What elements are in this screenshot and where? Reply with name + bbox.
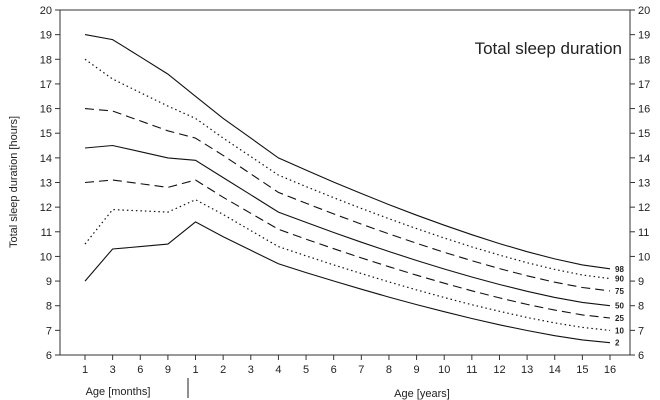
x-tick-label: 1 xyxy=(82,364,88,376)
x-axis: 1 3 6 9 1 2 3 4 5 6 7 8 9 10 11 12 13 14 15 16 xyxy=(82,355,616,376)
y-tick-label-right: 6 xyxy=(638,350,644,362)
y-tick-label-right: 16 xyxy=(638,104,650,116)
y-axis-left: 6 7 8 9 10 11 12 13 14 15 16 17 18 19 20 xyxy=(40,5,60,362)
y-tick-label-left: 20 xyxy=(40,5,52,17)
percentile-label-10: 10 xyxy=(615,326,624,335)
x-tick-label: 1 xyxy=(192,364,198,376)
y-tick-label-right: 12 xyxy=(638,202,650,214)
x-tick-label: 3 xyxy=(110,364,116,376)
percentile-label-2: 2 xyxy=(615,339,620,348)
x-tick-label: 12 xyxy=(493,364,505,376)
y-tick-label-right: 14 xyxy=(638,153,650,165)
percentile-label-90: 90 xyxy=(615,275,624,284)
x-tick-label: 11 xyxy=(466,364,477,376)
x-tick-label: 8 xyxy=(386,364,392,376)
y-tick-label-left: 15 xyxy=(40,128,52,140)
y-tick-label-right: 10 xyxy=(638,251,650,263)
y-tick-label-right: 18 xyxy=(638,54,650,66)
x-tick-label: 4 xyxy=(275,364,281,376)
percentile-line-90 xyxy=(84,58,611,280)
x-tick-label: 2 xyxy=(220,364,226,376)
x-tick-label: 13 xyxy=(521,364,533,376)
x-tick-label: 9 xyxy=(165,364,171,376)
percentile-line-2 xyxy=(84,221,611,344)
y-tick-label-left: 6 xyxy=(46,350,52,362)
percentile-line-98 xyxy=(84,34,611,270)
x-tick-label: 9 xyxy=(414,364,420,376)
percentile-line-10 xyxy=(84,199,611,331)
x-tick-label: 5 xyxy=(303,364,309,376)
percentile-label-50: 50 xyxy=(615,302,624,311)
y-tick-label-right: 17 xyxy=(638,79,650,91)
y-tick-label-left: 16 xyxy=(40,104,52,116)
y-tick-label-left: 9 xyxy=(46,276,52,288)
y-tick-label-left: 17 xyxy=(40,79,52,91)
y-tick-label-right: 19 xyxy=(638,30,650,42)
plot-frame xyxy=(59,9,631,356)
percentile-line-25 xyxy=(84,179,611,319)
percentile-label-98: 98 xyxy=(615,265,624,274)
percentile-label-75: 75 xyxy=(615,287,624,296)
y-tick-label-left: 18 xyxy=(40,54,52,66)
y-tick-label-left: 14 xyxy=(40,153,52,165)
y-tick-label-left: 10 xyxy=(40,251,52,263)
chart-title: Total sleep duration xyxy=(475,39,622,58)
y-tick-label-right: 15 xyxy=(638,128,650,140)
x-tick-label: 6 xyxy=(137,364,143,376)
y-tick-label-left: 13 xyxy=(40,178,52,190)
percentile-curves xyxy=(84,34,611,344)
x-tick-label: 3 xyxy=(248,364,254,376)
y-tick-label-left: 11 xyxy=(41,227,52,239)
x-tick-label: 7 xyxy=(358,364,364,376)
y-tick-label-right: 8 xyxy=(638,301,644,313)
y-axis-label: Total sleep duration [hours] xyxy=(8,116,20,248)
y-tick-label-right: 13 xyxy=(638,178,650,190)
y-tick-label-left: 7 xyxy=(46,325,52,337)
y-axis-right: 6 7 8 9 10 11 12 13 14 15 16 17 18 19 20 xyxy=(630,5,650,362)
y-tick-label-left: 8 xyxy=(46,301,52,313)
y-tick-label-right: 9 xyxy=(638,276,644,288)
percentile-line-50 xyxy=(84,144,611,307)
y-tick-label-right: 11 xyxy=(638,227,649,239)
y-tick-label-right: 20 xyxy=(638,5,650,17)
x-axis-label-months: Age [months] xyxy=(86,386,151,398)
x-tick-label: 6 xyxy=(331,364,337,376)
x-tick-label: 15 xyxy=(576,364,588,376)
x-tick-label: 16 xyxy=(604,364,616,376)
percentile-line-75 xyxy=(84,108,611,292)
percentile-label-25: 25 xyxy=(615,314,624,323)
y-tick-label-right: 7 xyxy=(638,325,644,337)
x-tick-label: 10 xyxy=(438,364,450,376)
x-axis-label-years: Age [years] xyxy=(394,388,450,400)
x-tick-label: 14 xyxy=(549,364,561,376)
y-tick-label-left: 19 xyxy=(40,30,52,42)
y-tick-label-left: 12 xyxy=(40,202,52,214)
